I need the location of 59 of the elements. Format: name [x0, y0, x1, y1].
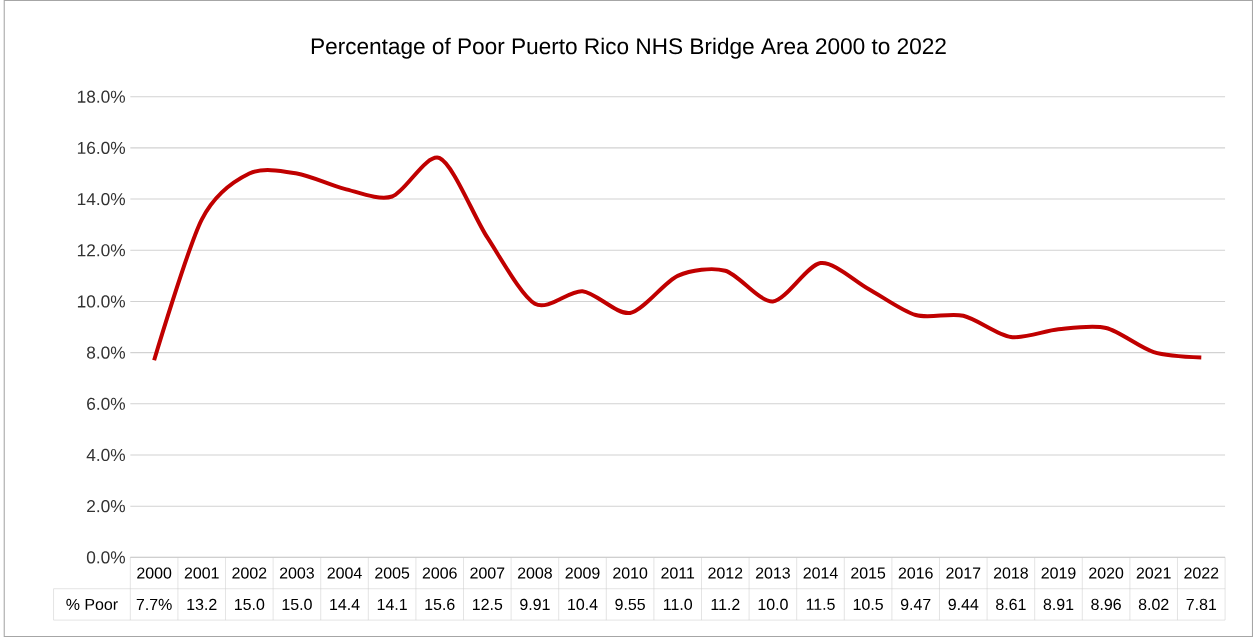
data-label: 11.5: [806, 598, 835, 610]
data-label: 9.47: [900, 598, 931, 610]
data-label: 10.4: [568, 598, 598, 610]
x-tick-label: 2010: [613, 567, 648, 579]
x-tick-label: 2018: [993, 567, 1028, 579]
line-series: [152, 155, 1204, 363]
x-tick-label: 2000: [137, 567, 172, 579]
data-label: 8.96: [1091, 598, 1121, 610]
data-label: 13.2: [187, 598, 217, 610]
data-label: 8.91: [1043, 598, 1074, 610]
x-tick-label: 2015: [851, 567, 886, 579]
x-tick-label: 2017: [946, 567, 981, 579]
x-tick-label: 2001: [184, 567, 219, 579]
x-tick-label: 2012: [708, 567, 743, 579]
y-tick-label: 0.0%: [86, 551, 126, 564]
data-label: 11.2: [711, 598, 740, 610]
y-tick-label: 12.0%: [77, 244, 126, 257]
x-tick-label: 2002: [232, 567, 267, 579]
y-tick-label: 8.0%: [86, 346, 126, 359]
data-label: 15.0: [235, 598, 265, 610]
x-tick-label: 2020: [1089, 567, 1124, 579]
data-label: 9.91: [520, 598, 550, 610]
data-label: 14.1: [377, 598, 407, 610]
x-tick-label: 2004: [327, 567, 362, 579]
x-tick-label: 2021: [1136, 567, 1171, 579]
text: % Poor: [66, 598, 118, 610]
data-label: 9.55: [615, 598, 645, 610]
x-tick-label: 2006: [422, 567, 457, 579]
x-tick-label: 2019: [1041, 567, 1076, 579]
data-label: 10.5: [853, 598, 883, 610]
x-tick-label: 2009: [565, 567, 600, 579]
y-tick-label: 14.0%: [77, 192, 126, 206]
y-tick-label: 10.0%: [77, 295, 126, 308]
y-tick-label: 4.0%: [86, 448, 126, 462]
y-tick-label: 16.0%: [77, 141, 126, 154]
x-tick-label: 2007: [470, 567, 505, 579]
x-tick-label: 2014: [803, 567, 838, 579]
x-tick-label: 2008: [517, 567, 552, 579]
data-label: 15.6: [425, 598, 455, 610]
data-label: 15.0: [282, 598, 312, 610]
data-label: 9.44: [948, 598, 979, 610]
data-label: 14.4: [330, 598, 360, 610]
chart-title: Percentage of Poor Puerto Rico NHS Bridge Area 2000 to 2022: [311, 37, 946, 59]
data-label: 12.5: [473, 598, 503, 610]
x-tick-label: 2011: [661, 567, 695, 579]
data-label: 8.02: [1138, 598, 1169, 610]
x-tick-label: 2005: [375, 567, 410, 579]
data-label: 8.61: [996, 598, 1026, 610]
x-tick-label: 2016: [898, 567, 933, 579]
y-tick-label: 6.0%: [87, 397, 126, 410]
x-tick-label: 2022: [1184, 567, 1219, 579]
x-tick-label: 2013: [755, 567, 790, 579]
y-tick-label: 2.0%: [87, 499, 126, 513]
y-tick-label: 18.0%: [77, 90, 126, 103]
data-label: 7.81: [1186, 598, 1217, 610]
data-label: 10.0: [758, 598, 788, 610]
data-label: 11.0: [663, 598, 693, 610]
data-label: 7.7%: [136, 598, 172, 610]
x-tick-label: 2003: [279, 567, 314, 579]
